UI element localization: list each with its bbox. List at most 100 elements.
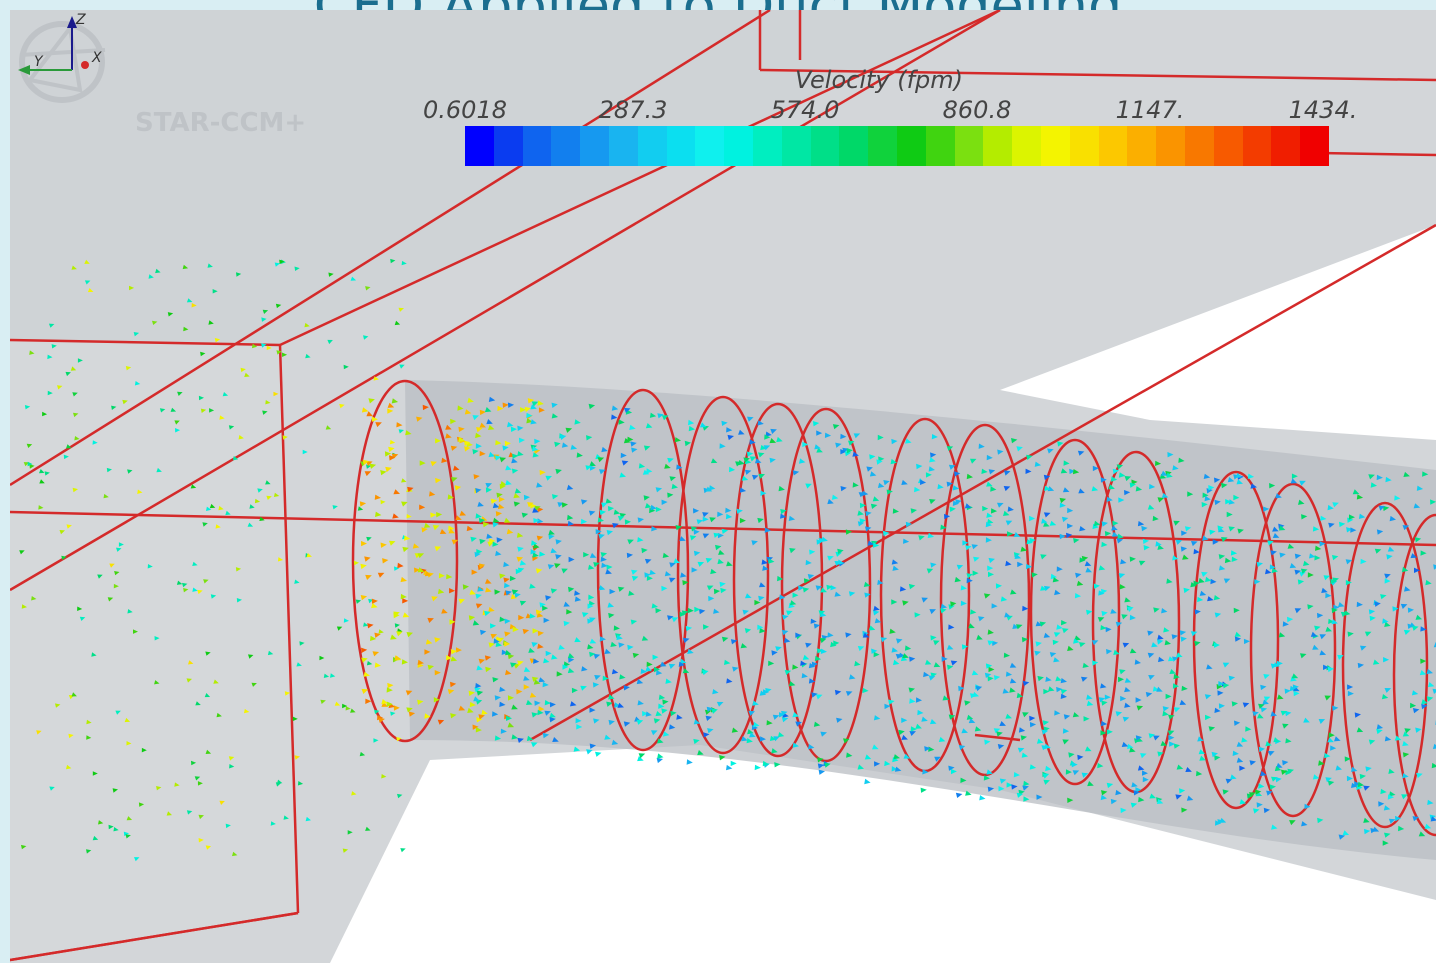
velocity-vector: [251, 343, 258, 349]
velocity-vector: [531, 642, 538, 648]
velocity-vector: [581, 666, 588, 672]
velocity-vector: [987, 518, 994, 525]
velocity-vector: [244, 372, 250, 377]
velocity-vector: [638, 753, 646, 759]
velocity-vector: [422, 404, 429, 411]
velocity-vector: [685, 625, 693, 632]
velocity-vector: [895, 654, 903, 660]
velocity-vector: [1020, 735, 1027, 741]
velocity-vector: [840, 449, 847, 455]
velocity-vector: [594, 675, 601, 681]
velocity-vector: [389, 439, 396, 445]
velocity-vector: [1205, 576, 1212, 583]
legend-tick-1: 287.3: [598, 96, 668, 124]
velocity-vector: [1157, 544, 1164, 550]
velocity-vector: [933, 640, 940, 646]
velocity-vector: [424, 713, 431, 719]
velocity-vector: [999, 721, 1006, 726]
velocity-vector: [1142, 770, 1148, 776]
velocity-vector: [942, 695, 950, 701]
velocity-vector: [726, 427, 733, 433]
velocity-vector: [531, 540, 538, 546]
velocity-vector: [191, 760, 197, 766]
velocity-vector: [1076, 580, 1084, 586]
duct-scene[interactable]: [10, 10, 1436, 963]
velocity-vector: [504, 440, 511, 447]
velocity-vector: [1262, 699, 1269, 705]
velocity-vector: [530, 549, 537, 555]
velocity-vector: [719, 755, 726, 761]
velocity-vector: [361, 540, 367, 547]
velocity-vector: [1138, 796, 1145, 803]
velocity-vector: [1255, 789, 1262, 795]
velocity-vector: [758, 452, 765, 458]
velocity-vector: [204, 693, 211, 698]
velocity-vector: [406, 707, 413, 713]
velocity-vector: [1411, 690, 1419, 696]
velocity-vector: [466, 525, 474, 532]
velocity-vector: [378, 629, 384, 634]
background-region-upper: [1000, 225, 1436, 440]
velocity-vector: [183, 326, 189, 332]
velocity-vector: [613, 509, 621, 515]
velocity-vector: [732, 666, 739, 672]
velocity-vector: [1156, 686, 1163, 692]
velocity-vector: [706, 585, 714, 591]
velocity-vector: [371, 416, 378, 422]
velocity-vector: [479, 450, 486, 457]
velocity-vector: [813, 721, 821, 727]
velocity-vector: [1085, 746, 1092, 752]
velocity-vector: [1218, 681, 1225, 687]
velocity-vector: [736, 508, 743, 514]
velocity-vector: [1104, 531, 1112, 537]
velocity-vector: [585, 465, 592, 471]
velocity-vector: [274, 262, 281, 267]
velocity-vector: [549, 717, 556, 723]
cfd-3d-viewport[interactable]: STAR-CCM+ Velocity (fpm) 0.6018 287.3 57…: [10, 10, 1436, 963]
velocity-vector: [1100, 683, 1107, 689]
velocity-vector: [757, 624, 764, 630]
velocity-vector: [872, 496, 880, 502]
velocity-vector: [505, 669, 512, 676]
velocity-vector: [1339, 521, 1346, 528]
velocity-vector: [903, 753, 911, 759]
velocity-vector: [772, 714, 780, 720]
velocity-vector: [532, 452, 539, 458]
velocity-vector: [1239, 765, 1246, 771]
velocity-vector: [1035, 641, 1042, 647]
colorbar-segment: [666, 126, 696, 166]
velocity-vector: [531, 712, 538, 718]
velocity-vector: [368, 398, 375, 404]
velocity-vector: [632, 652, 640, 659]
velocity-vector: [137, 489, 143, 494]
velocity-vector: [1034, 461, 1042, 467]
velocity-vector: [1187, 491, 1194, 497]
velocity-vector: [738, 460, 745, 466]
velocity-vector: [872, 744, 879, 750]
velocity-vector: [840, 486, 847, 492]
velocity-vector: [476, 665, 483, 671]
velocity-vector: [170, 407, 177, 412]
colorbar-segment: [925, 126, 955, 166]
velocity-vector: [561, 502, 568, 508]
velocity-vector: [582, 612, 589, 618]
velocity-vector: [1360, 558, 1367, 565]
velocity-vector: [789, 600, 797, 606]
velocity-vector: [1222, 789, 1229, 795]
velocity-vector: [507, 402, 515, 408]
velocity-vector: [581, 518, 588, 525]
velocity-vector: [1402, 525, 1410, 531]
velocity-vector: [651, 730, 658, 736]
velocity-vector: [1196, 770, 1203, 777]
velocity-vector: [1005, 560, 1012, 567]
velocity-vector: [167, 312, 174, 317]
velocity-vector: [542, 732, 550, 739]
velocity-vector: [816, 430, 823, 436]
velocity-vector: [554, 563, 561, 569]
velocity-vector: [1041, 729, 1049, 735]
velocity-vector: [1120, 559, 1127, 565]
velocity-vector: [486, 419, 493, 425]
velocity-vector: [1157, 634, 1164, 640]
velocity-vector: [669, 577, 676, 583]
velocity-vector: [991, 508, 998, 514]
